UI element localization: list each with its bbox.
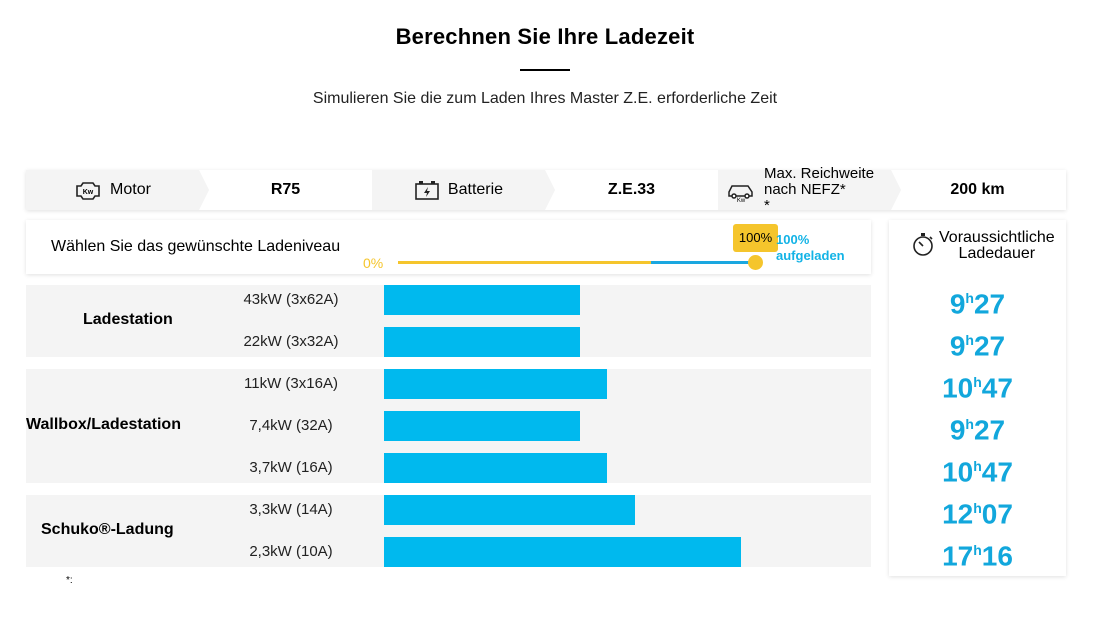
group-name: Ladestation [83,311,173,328]
charger-power-label: 43kW (3x62A) [243,291,339,308]
group-name: Schuko®-Ladung [41,521,174,538]
charge-time-bar [384,453,607,483]
charge-slider-handle[interactable] [748,255,763,270]
duration-title-line1: Voraussichtliche [939,229,1055,246]
charger-row: 11kW (3x16A) [26,369,871,399]
charge-time-bar [384,537,741,567]
duration-hour-suffix: h [973,542,982,558]
duration-hours: 10 [942,456,974,488]
range-label-line1: Max. Reichweite [764,165,875,182]
charge-slider-track-start[interactable] [398,261,651,264]
charger-row: 22kW (3x32A) [26,327,871,357]
motor-value: R75 [199,170,372,210]
range-label: Max. Reichweite nach NEFZ* * [764,166,874,214]
charge-duration-value: 9h27 [889,282,1066,319]
duration-title-line2: Ladedauer [958,245,1036,262]
page-subtitle: Simulieren Sie die zum Laden Ihres Maste… [312,90,778,107]
duration-minutes: 27 [973,330,1006,362]
charge-status-label: 100% aufgeladen [776,232,845,264]
charger-group-wallbox: Wallbox/Ladestation 11kW (3x16A) 7,4kW (… [26,369,871,483]
charger-row: 7,4kW (32A) [26,411,871,441]
charge-time-bar [384,411,580,441]
duration-hour-suffix: h [973,458,982,474]
duration-title: Voraussichtliche Ladedauer [939,230,1055,262]
charger-power-label: 22kW (3x32A) [243,333,339,350]
charge-duration-value: 10h47 [889,366,1066,403]
charger-power-label: 11kW (3x16A) [244,375,338,392]
title-divider [520,69,570,71]
svg-text:Kw: Kw [737,198,746,202]
battery-label: Batterie [447,181,504,198]
page-title: Berechnen Sie Ihre Ladezeit [395,24,695,49]
battery-spec-label: Batterie [372,170,555,210]
car-range-icon: Kw [726,178,756,202]
duration-minutes: 47 [981,456,1013,488]
charger-power-label: 7,4kW (32A) [249,417,333,434]
charge-time-bar [384,369,607,399]
duration-hours: 9 [949,330,966,362]
charger-row: 3,3kW (14A) [26,495,871,525]
charge-duration-panel: Voraussichtliche Ladedauer 9h27 9h27 10h47… [889,220,1066,576]
duration-hour-suffix: h [973,500,982,516]
charge-duration-value: 10h47 [889,450,1066,487]
duration-header: Voraussichtliche Ladedauer [911,230,1061,262]
duration-hour-suffix: h [973,374,982,390]
duration-hours: 9 [949,414,966,446]
engine-kw-icon: Kw [74,178,102,202]
range-label-line3: * [764,197,770,214]
range-value: 200 km [891,170,1064,210]
battery-value: Z.E.33 [545,170,718,210]
charge-time-bar [384,327,580,357]
range-spec-label: Kw Max. Reichweite nach NEFZ* * [718,166,901,214]
duration-hour-suffix: h [965,416,974,432]
duration-hours: 12 [942,498,974,530]
charger-row: 3,7kW (16A) [26,453,871,483]
charge-level-label: Wählen Sie das gewünschte Ladeniveau [51,238,341,255]
charge-value-tooltip: 100% [733,224,778,252]
duration-hours: 17 [942,540,974,572]
charger-row: 2,3kW (10A) [26,537,871,567]
charge-status-line1: 100% [776,232,810,247]
charge-duration-value: 9h27 [889,408,1066,445]
stopwatch-icon [911,231,935,262]
charge-status-line2: aufgeladen [776,248,845,263]
charger-group-ladestation: Ladestation 43kW (3x62A) 22kW (3x32A) [26,285,871,357]
group-name: Wallbox/Ladestation [26,416,181,433]
duration-hours: 9 [949,288,966,320]
charger-power-label: 3,7kW (16A) [249,459,333,476]
svg-text:Kw: Kw [83,189,94,196]
charger-group-schuko: Schuko®-Ladung 3,3kW (14A) 2,3kW (10A) [26,495,871,567]
charge-min-label: 0% [363,255,384,271]
charge-time-bar [384,495,635,525]
charge-duration-value: 9h27 [889,324,1066,361]
duration-minutes: 16 [981,540,1013,572]
charge-level-panel: Wählen Sie das gewünschte Ladeniveau 0% … [26,220,871,274]
duration-minutes: 27 [973,414,1006,446]
range-label-line2: nach NEFZ* [764,181,846,198]
charge-time-bar [384,285,580,315]
charger-power-label: 3,3kW (14A) [249,501,333,518]
duration-hour-suffix: h [965,290,974,306]
battery-icon [414,179,440,201]
motor-spec-label: Kw Motor [26,170,209,210]
charge-slider-track-end[interactable] [651,261,755,264]
charge-duration-value: 12h07 [889,492,1066,529]
duration-minutes: 47 [981,372,1013,404]
footnote: *: [66,575,73,586]
duration-minutes: 27 [973,288,1006,320]
duration-minutes: 07 [981,498,1013,530]
duration-hour-suffix: h [965,332,974,348]
duration-hours: 10 [942,372,974,404]
vehicle-spec-bar: Kw Motor R75 Batterie Z.E.33 Kw Max. Rei… [26,166,1066,214]
charger-power-label: 2,3kW (10A) [249,543,333,560]
charger-row: 43kW (3x62A) [26,285,871,315]
charge-duration-value: 17h16 [889,534,1066,571]
motor-label: Motor [110,181,151,198]
